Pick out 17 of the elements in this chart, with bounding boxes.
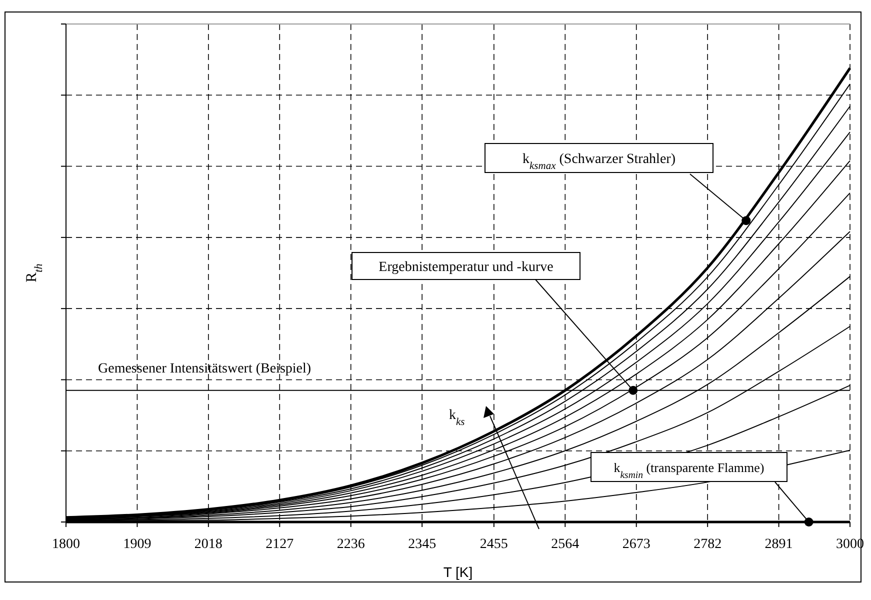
annotation: k$_{ksmax}$ (Schwarzer Strahler) — [522, 152, 676, 172]
annotation: Ergebnistemperatur und -kurve — [378, 260, 554, 275]
x-tick-label: 2455 — [480, 537, 508, 552]
x-tick-label: 2018 — [194, 537, 222, 552]
x-tick-label: 2127 — [266, 537, 294, 552]
x-axis-title: T [K] — [443, 564, 473, 580]
x-tick-label: 1800 — [52, 537, 80, 552]
x-tick-label: 2345 — [408, 537, 436, 552]
x-tick-label: 2236 — [336, 537, 365, 552]
x-tick-label: 2673 — [622, 537, 650, 552]
ref-line-label: Gemessener Intensitätswert (Beispiel) — [98, 361, 312, 376]
x-tick-label: 1909 — [123, 537, 152, 552]
x-tick-label: 2891 — [764, 537, 793, 552]
x-tick-label: 2564 — [551, 537, 580, 552]
annotation: k$_{ksmin}$ (transparente Flamme) — [614, 460, 764, 480]
x-tick-label: 2782 — [694, 537, 722, 552]
annotation: k$_{ks}$ — [449, 408, 465, 428]
